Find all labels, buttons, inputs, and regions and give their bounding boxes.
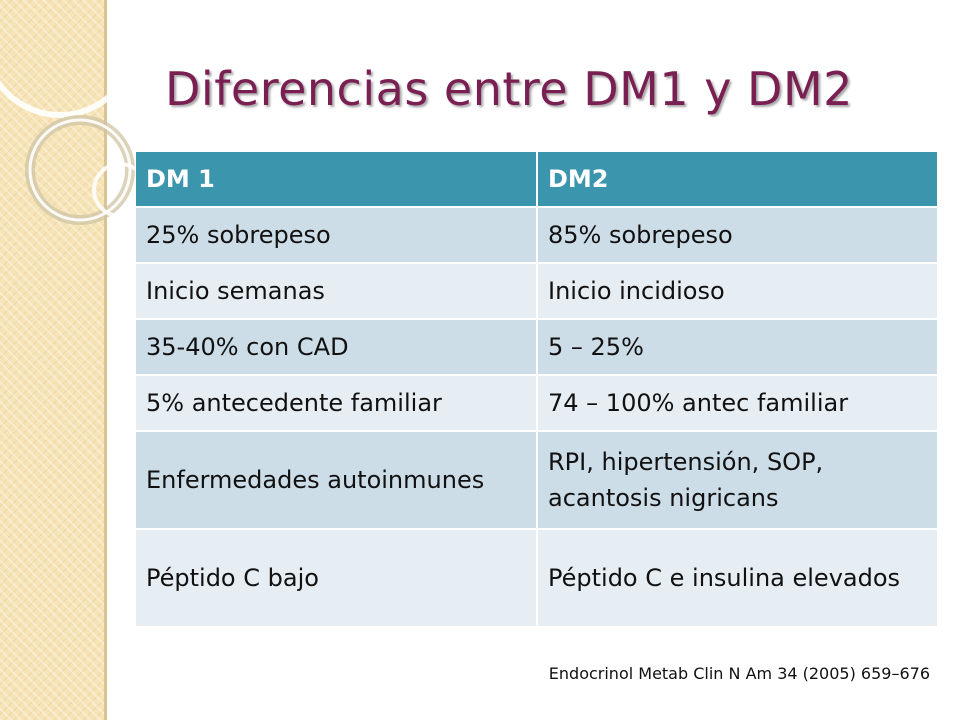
cell-dm1: 5% antecedente familiar — [136, 375, 538, 432]
cell-dm2: 5 – 25% — [537, 319, 939, 376]
deco-circle-inner — [28, 118, 132, 222]
table-header-row: DM 1 DM2 — [136, 152, 939, 208]
cell-dm1: 25% sobrepeso — [136, 207, 538, 264]
table-row: Péptido C bajo Péptido C e insulina elev… — [136, 529, 939, 628]
table-row: 25% sobrepeso 85% sobrepeso — [136, 207, 939, 264]
deco-circle-large — [0, 0, 138, 118]
cell-dm2: Péptido C e insulina elevados — [537, 529, 939, 628]
cell-dm1: Inicio semanas — [136, 263, 538, 320]
cell-dm1: 35-40% con CAD — [136, 319, 538, 376]
table-row: 5% antecedente familiar 74 – 100% antec … — [136, 375, 939, 432]
side-band-edge — [104, 0, 107, 720]
cell-dm2: 85% sobrepeso — [537, 207, 939, 264]
cell-dm1: Péptido C bajo — [136, 529, 538, 628]
slide-title: Diferencias entre DM1 y DM2 — [165, 62, 853, 116]
citation: Endocrinol Metab Clin N Am 34 (2005) 659… — [548, 664, 930, 683]
table-row: Inicio semanas Inicio incidioso — [136, 263, 939, 320]
table-row: 35-40% con CAD 5 – 25% — [136, 319, 939, 376]
cell-dm2: RPI, hipertensión, SOP, acantosis nigric… — [537, 431, 939, 530]
comparison-table: DM 1 DM2 25% sobrepeso 85% sobrepeso Ini… — [136, 152, 939, 628]
header-dm1: DM 1 — [136, 152, 538, 208]
table-row: Enfermedades autoinmunes RPI, hipertensi… — [136, 431, 939, 530]
cell-dm2: Inicio incidioso — [537, 263, 939, 320]
cell-dm2: 74 – 100% antec familiar — [537, 375, 939, 432]
cell-dm1: Enfermedades autoinmunes — [136, 431, 538, 530]
header-dm2: DM2 — [537, 152, 939, 208]
